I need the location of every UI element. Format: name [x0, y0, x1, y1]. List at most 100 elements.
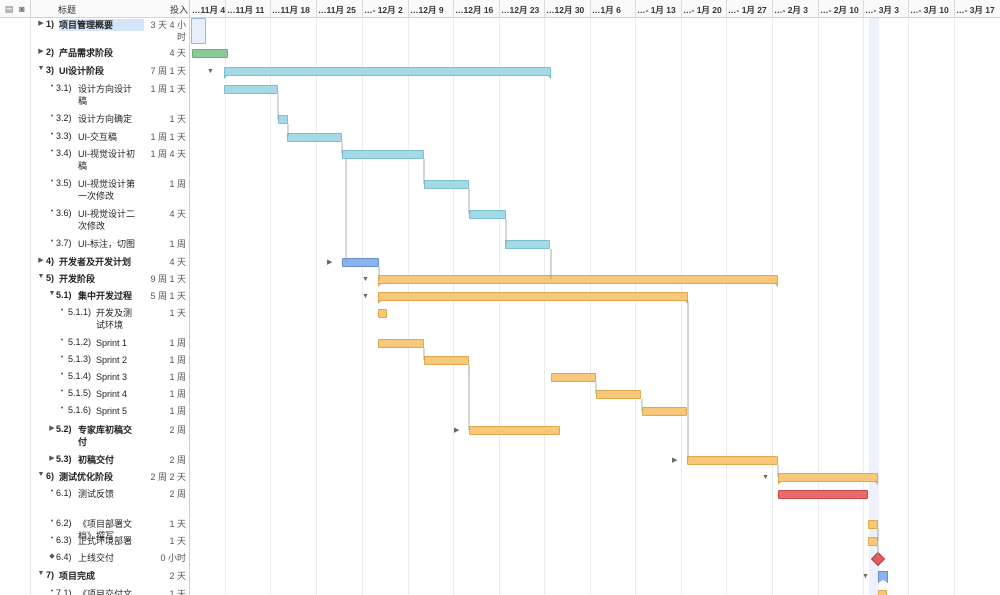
task-row[interactable]: • 5.1.5) Sprint 4 1 周 [0, 388, 189, 402]
expand-toggle-icon[interactable]: ▶ [38, 257, 44, 264]
task-row[interactable]: ▶ 5.3) 初稿交付 2 周 [0, 454, 189, 468]
task-bar[interactable] [278, 115, 288, 124]
task-bar[interactable] [778, 490, 868, 499]
summary-bar[interactable] [378, 292, 688, 304]
task-title[interactable]: 《项目部署文 档》撰写 [78, 518, 144, 542]
task-row[interactable]: ▶ 5.2) 专家库初稿交付 2 周 [0, 424, 189, 450]
task-effort[interactable]: 2 周 2 天 [142, 471, 186, 483]
task-row[interactable]: • 3.6) UI-视觉设计二 次修改 4 天 [0, 208, 189, 234]
task-effort[interactable]: 1 天 [142, 588, 186, 595]
task-row[interactable]: ◆ 6.4) 上线交付 0 小时 [0, 552, 189, 566]
task-row[interactable]: ▶ 4) 开发者及开发计划 4 天 [0, 256, 189, 270]
task-row[interactable]: ▼ 7) 项目完成 2 天 [0, 570, 189, 584]
task-title[interactable]: UI-视觉设计第 一次修改 [78, 178, 144, 202]
task-row[interactable]: • 6.2) 《项目部署文 档》撰写 1 天 [0, 518, 189, 544]
task-title[interactable]: Sprint 1 [96, 337, 144, 349]
task-row[interactable]: • 5.1.3) Sprint 2 1 周 [0, 354, 189, 368]
info-icon[interactable]: ◙ [19, 4, 25, 14]
task-title[interactable]: Sprint 5 [96, 405, 144, 417]
summary-bar[interactable] [778, 473, 878, 485]
task-effort[interactable]: 1 周 [142, 388, 186, 400]
task-effort[interactable]: 1 周 [142, 337, 186, 349]
task-effort[interactable]: 1 周 1 天 [142, 83, 186, 95]
expand-toggle-icon[interactable]: ▶ [49, 455, 55, 462]
group-collapse-icon[interactable]: ▼ [762, 474, 769, 481]
task-bar[interactable] [342, 150, 424, 159]
task-bar[interactable] [596, 390, 641, 399]
title-column-header[interactable]: 标题 [58, 5, 77, 15]
expand-toggle-icon[interactable]: ▶ [38, 20, 44, 27]
task-title[interactable]: UI设计阶段 [59, 65, 144, 77]
group-collapse-icon[interactable]: ▼ [362, 276, 369, 283]
task-effort[interactable]: 4 天 [142, 47, 186, 59]
task-title[interactable]: 专家库初稿交付 [78, 424, 144, 448]
task-title[interactable]: Sprint 4 [96, 388, 144, 400]
task-title[interactable]: 《项目交付文 [78, 588, 144, 595]
task-row[interactable]: ▼ 6) 测试优化阶段 2 周 2 天 [0, 471, 189, 485]
task-row[interactable]: • 3.5) UI-视觉设计第 一次修改 1 周 [0, 178, 189, 204]
task-row[interactable]: • 5.1.4) Sprint 3 1 周 [0, 371, 189, 385]
task-title[interactable]: 正式环境部署 [78, 535, 144, 547]
task-bar[interactable] [868, 520, 878, 529]
note-icon[interactable]: ▤ [4, 4, 14, 14]
task-bar[interactable] [505, 240, 550, 249]
group-collapse-icon[interactable]: ▼ [862, 573, 869, 580]
task-title[interactable]: UI-标注，切图 [78, 238, 144, 250]
group-expand-icon[interactable]: ▶ [454, 427, 460, 434]
task-title[interactable]: 设计方向设计稿 [78, 83, 144, 107]
task-title[interactable]: 开发阶段 [59, 273, 144, 285]
task-effort[interactable]: 2 周 [142, 424, 186, 436]
task-effort[interactable]: 1 周 [142, 405, 186, 417]
group-collapse-icon[interactable]: ▼ [207, 68, 214, 75]
task-row[interactable]: ▼ 5) 开发阶段 9 周 1 天 [0, 273, 189, 287]
task-title[interactable]: 开发及测 试环境 [96, 307, 144, 331]
task-effort[interactable]: 1 天 [142, 518, 186, 530]
task-effort[interactable]: 9 周 1 天 [142, 273, 186, 285]
task-bar[interactable] [378, 339, 424, 348]
task-row[interactable]: • 3.3) UI-交互稿 1 周 1 天 [0, 131, 189, 145]
task-effort[interactable]: 1 周 1 天 [142, 131, 186, 143]
task-bar[interactable] [342, 258, 379, 267]
task-title[interactable]: 测试优化阶段 [59, 471, 144, 483]
group-expand-icon[interactable]: ▶ [327, 259, 333, 266]
collapse-toggle-icon[interactable]: ▼ [37, 471, 45, 478]
task-bar[interactable] [191, 18, 206, 44]
task-row[interactable]: • 5.1.1) 开发及测 试环境 1 天 [0, 307, 189, 333]
task-effort[interactable]: 0 小时 [142, 552, 186, 564]
task-title[interactable]: UI-视觉设计二 次修改 [78, 208, 144, 232]
task-effort[interactable]: 1 天 [142, 113, 186, 125]
task-bar[interactable] [287, 133, 342, 142]
task-effort[interactable]: 1 周 4 天 [142, 148, 186, 160]
task-effort[interactable]: 5 周 1 天 [142, 290, 186, 302]
task-bar[interactable] [551, 373, 596, 382]
collapse-toggle-icon[interactable]: ▼ [37, 570, 45, 577]
task-title[interactable]: 项目完成 [59, 570, 144, 582]
task-row[interactable]: ▼ 5.1) 集中开发过程 5 周 1 天 [0, 290, 189, 304]
effort-column-header[interactable]: 投入 [170, 5, 189, 15]
collapse-toggle-icon[interactable]: ▼ [37, 65, 45, 72]
task-row[interactable]: ▼ 3) UI设计阶段 7 周 1 天 [0, 65, 189, 79]
task-row[interactable]: ▶ 2) 产品需求阶段 4 天 [0, 47, 189, 61]
task-bar[interactable] [424, 356, 469, 365]
summary-bar[interactable] [224, 67, 551, 79]
task-title[interactable]: 测试反馈 [78, 488, 144, 500]
task-effort[interactable]: 1 周 [142, 178, 186, 190]
task-bar[interactable] [192, 49, 228, 58]
task-title[interactable]: 设计方向确定 [78, 113, 144, 125]
task-row[interactable]: • 7.1) 《项目交付文 1 天 [0, 588, 189, 595]
task-row[interactable]: • 3.2) 设计方向确定 1 天 [0, 113, 189, 127]
task-effort[interactable]: 1 天 [142, 535, 186, 547]
collapse-toggle-icon[interactable]: ▼ [48, 290, 56, 297]
group-expand-icon[interactable]: ▶ [672, 457, 678, 464]
task-row[interactable]: • 3.1) 设计方向设计稿 1 周 1 天 [0, 83, 189, 109]
task-effort[interactable]: 1 周 [142, 354, 186, 366]
task-title[interactable]: 上线交付 [78, 552, 144, 564]
task-effort[interactable]: 4 天 [142, 208, 186, 220]
task-effort[interactable]: 2 天 [142, 570, 186, 582]
task-bar[interactable] [424, 180, 469, 189]
task-bar[interactable] [878, 590, 887, 595]
summary-bar[interactable] [378, 275, 778, 287]
task-title[interactable]: 项目管理概要 [59, 19, 144, 31]
expand-toggle-icon[interactable]: ▶ [38, 48, 44, 55]
collapse-toggle-icon[interactable]: ▼ [37, 273, 45, 280]
